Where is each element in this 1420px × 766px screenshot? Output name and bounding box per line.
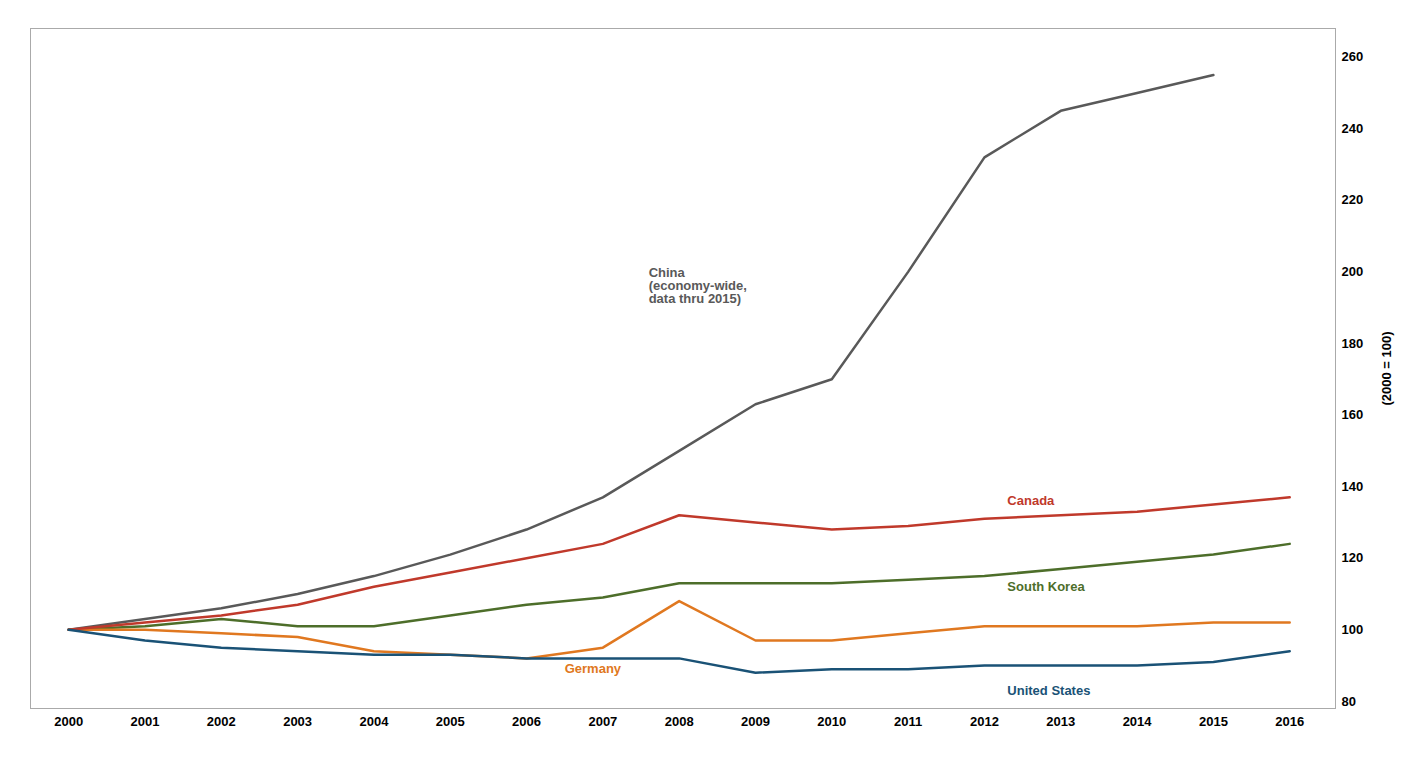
svg-text:2014: 2014 [1123, 714, 1153, 729]
svg-text:2005: 2005 [436, 714, 465, 729]
svg-text:140: 140 [1342, 479, 1364, 494]
svg-text:2016: 2016 [1275, 714, 1304, 729]
svg-text:Germany: Germany [565, 661, 622, 676]
svg-text:2006: 2006 [512, 714, 541, 729]
svg-text:China(economy-wide,data thru 2: China(economy-wide,data thru 2015) [649, 265, 747, 306]
svg-text:2012: 2012 [970, 714, 999, 729]
svg-text:2007: 2007 [588, 714, 617, 729]
svg-text:160: 160 [1342, 407, 1364, 422]
svg-text:United States: United States [1007, 683, 1090, 698]
svg-text:South Korea: South Korea [1007, 579, 1085, 594]
svg-text:240: 240 [1342, 121, 1364, 136]
svg-text:2008: 2008 [665, 714, 694, 729]
svg-text:2003: 2003 [283, 714, 312, 729]
svg-text:260: 260 [1342, 49, 1364, 64]
svg-text:2004: 2004 [359, 714, 389, 729]
svg-text:200: 200 [1342, 264, 1364, 279]
svg-text:2013: 2013 [1046, 714, 1075, 729]
svg-text:2009: 2009 [741, 714, 770, 729]
svg-text:2001: 2001 [131, 714, 160, 729]
svg-text:120: 120 [1342, 550, 1364, 565]
svg-text:2015: 2015 [1199, 714, 1228, 729]
svg-text:80: 80 [1342, 694, 1356, 709]
svg-text:2010: 2010 [817, 714, 846, 729]
svg-text:2002: 2002 [207, 714, 236, 729]
svg-text:2011: 2011 [894, 714, 922, 729]
svg-text:2000: 2000 [54, 714, 83, 729]
svg-text:220: 220 [1342, 192, 1364, 207]
svg-text:100: 100 [1342, 622, 1364, 637]
svg-text:Canada: Canada [1007, 493, 1055, 508]
svg-text:(2000 = 100): (2000 = 100) [1379, 331, 1394, 405]
svg-text:180: 180 [1342, 336, 1364, 351]
